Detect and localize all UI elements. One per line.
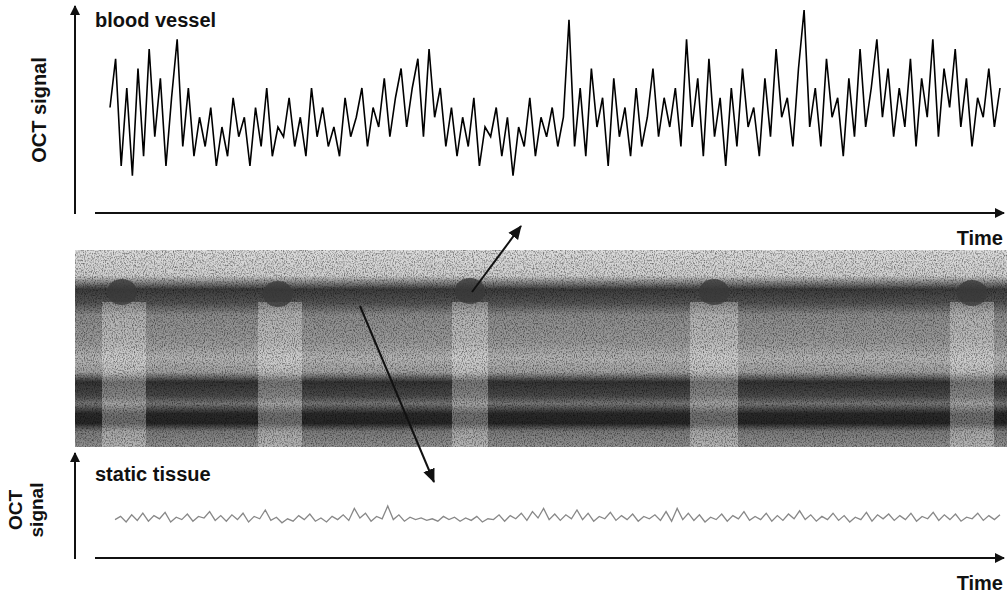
line-chart: static tissue Time OCTsignal — [5, 453, 1004, 594]
vessel — [107, 279, 137, 305]
plot-area — [110, 10, 1000, 176]
y-axis — [74, 453, 76, 559]
vessel — [957, 280, 987, 306]
chart-title: static tissue — [95, 463, 211, 485]
signal-trace — [110, 10, 1000, 176]
y-axis-title: OCTsignal — [5, 483, 47, 538]
line-chart: blood vessel Time OCT signal — [28, 6, 1004, 249]
figure: blood vessel Time OCT signal static tissue T… — [0, 0, 1007, 595]
x-axis-title: Time — [957, 227, 1003, 249]
signal-trace — [115, 506, 1000, 523]
x-axis-title: Time — [957, 572, 1003, 594]
pointer-arrow — [472, 226, 521, 292]
y-axis-title-line: signal — [26, 483, 47, 538]
chart-title: blood vessel — [95, 9, 216, 31]
oct-layers — [75, 250, 1007, 447]
x-axis — [95, 212, 1004, 214]
y-axis-title: OCT signal — [28, 57, 50, 163]
pointer-arrow — [360, 306, 434, 482]
vessel — [699, 279, 729, 305]
y-axis-title-line: OCT — [5, 490, 26, 531]
x-axis — [95, 557, 1004, 559]
y-axis — [74, 6, 76, 214]
vessel — [263, 281, 293, 307]
plot-area — [115, 506, 1000, 523]
oct-image — [75, 250, 1007, 447]
oct-speckle — [75, 250, 1007, 447]
